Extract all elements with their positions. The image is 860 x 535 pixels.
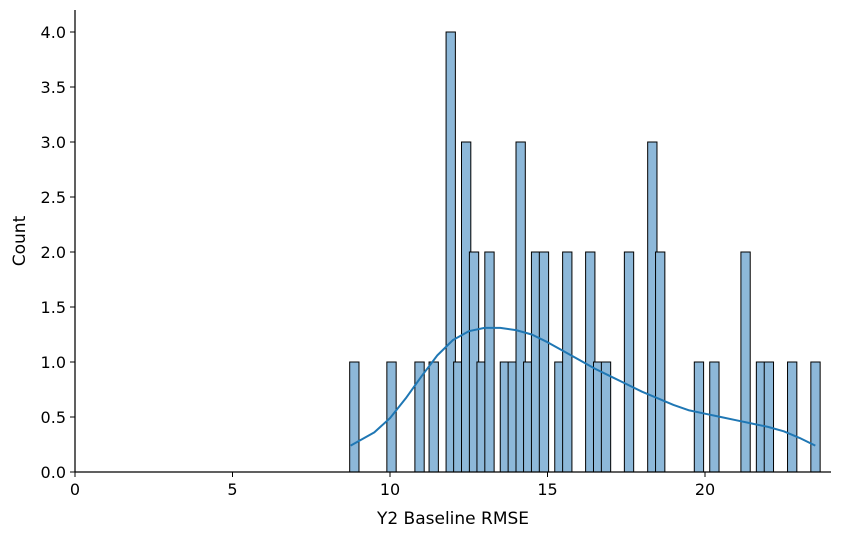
- histogram-bar: [623, 251, 635, 473]
- x-tick-label: 20: [695, 480, 715, 499]
- kde-curve: [350, 326, 816, 447]
- y-tick-label: 3.0: [41, 133, 66, 152]
- histogram-bar: [740, 251, 751, 473]
- histogram-bar: [562, 251, 573, 473]
- y-tick-label: 3.5: [41, 78, 66, 97]
- y-tick-label: 2.5: [41, 188, 66, 207]
- histogram-bar: [810, 361, 821, 473]
- y-axis-ticks: 0.0 0.5 1.0 1.5 2.0 2.5 3.0 3.5 4.0: [41, 23, 75, 482]
- x-tick-label: 10: [380, 480, 400, 499]
- y-tick-label: 0.5: [41, 408, 66, 427]
- y-tick-label: 4.0: [41, 23, 66, 42]
- y-tick-label: 0.0: [41, 463, 66, 482]
- y-tick-label: 1.5: [41, 298, 66, 317]
- x-tick-label: 0: [70, 480, 80, 499]
- y-tick-label: 1.0: [41, 353, 66, 372]
- histogram-bars: [349, 31, 821, 473]
- x-axis-ticks: 0 5 10 15 20: [70, 472, 715, 499]
- histogram-bar: [484, 251, 495, 473]
- histogram-bar: [428, 361, 439, 473]
- histogram-bar: [538, 251, 550, 473]
- y-tick-label: 2.0: [41, 243, 66, 262]
- x-tick-label: 5: [227, 480, 237, 499]
- histogram-bar: [655, 251, 666, 473]
- histogram-bar: [693, 361, 705, 473]
- histogram-bar: [349, 361, 360, 473]
- histogram-bar: [763, 361, 775, 473]
- histogram-bar: [600, 361, 612, 473]
- x-tick-label: 15: [537, 480, 557, 499]
- y-axis-title: Count: [10, 215, 30, 266]
- x-axis-title: Y2 Baseline RMSE: [376, 509, 529, 529]
- histogram-bar: [787, 361, 798, 473]
